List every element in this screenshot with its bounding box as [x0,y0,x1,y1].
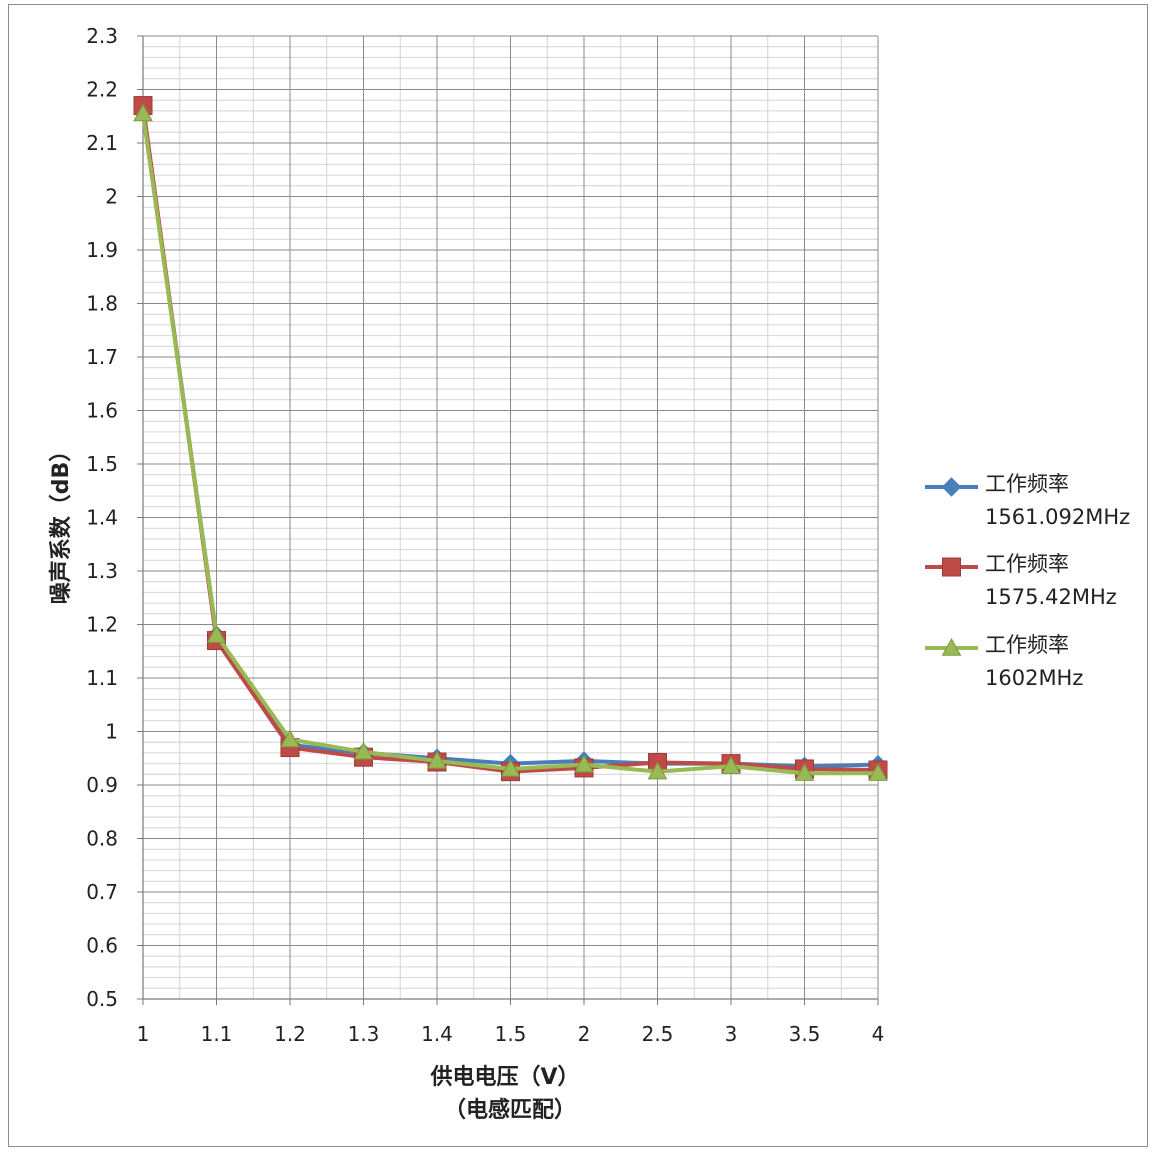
legend-label-line2: 1575.42MHz [985,585,1117,609]
x-tick-label: 1.1 [201,1022,233,1046]
y-tick-label: 0.5 [86,987,118,1011]
triangle-marker [427,750,447,769]
legend: 工作频率 1561.092MHz 工作频率 1575.42MHz 工作频率 1602MHz [925,472,1130,690]
y-axis-tick-labels: 0.5 0.6 0.7 0.8 0.9 1 1.1 1.2 1.3 1.4 1.5 1.6 1.7 1.8… [86,24,118,1011]
data-series [133,96,888,782]
x-tick-label: 4 [872,1022,885,1046]
legend-label-line1: 工作频率 [985,633,1069,657]
legend-entry-3: 工作频率 1602MHz [925,633,1083,690]
triangle-marker [941,637,962,656]
y-tick-label: 1.8 [86,292,118,316]
y-tick-label: 2.3 [86,24,118,48]
legend-label-line2: 1602MHz [985,666,1083,690]
triangle-marker [133,103,153,122]
y-tick-label: 2 [105,185,118,209]
diamond-marker [941,477,962,497]
triangle-marker [721,756,741,774]
series-3 [133,103,888,781]
x-tick-label: 2.5 [642,1022,674,1046]
y-tick-label: 1.3 [86,559,118,583]
y-tick-label: 1.2 [86,613,118,637]
x-tick-label: 3.5 [789,1022,821,1046]
x-axis-subtitle: （电感匹配） [444,1097,576,1123]
triangle-marker [206,625,227,643]
y-tick-label: 0.8 [86,827,118,851]
y-axis-title: 噪声系数（dB） [48,440,74,605]
major-gridlines [142,35,879,1000]
triangle-marker [280,729,300,748]
axes [137,35,879,1005]
y-tick-label: 1.5 [86,452,118,476]
triangle-marker [647,761,668,780]
legend-entry-1: 工作频率 1561.092MHz [925,472,1130,529]
y-tick-label: 1.1 [86,666,118,690]
legend-label-line2: 1561.092MHz [985,505,1130,529]
y-tick-label: 1.4 [86,506,118,530]
y-tick-label: 0.9 [86,773,118,797]
x-tick-label: 1.3 [348,1022,380,1046]
triangle-marker [500,758,521,777]
legend-label-line1: 工作频率 [985,472,1069,496]
y-tick-label: 1.6 [86,399,118,423]
x-tick-label: 1.5 [495,1022,527,1046]
x-axis-title: 供电电压（V） [429,1064,579,1090]
x-tick-label: 2 [578,1022,591,1046]
x-tick-label: 1.4 [421,1022,453,1046]
legend-label-line1: 工作频率 [985,552,1069,576]
legend-entry-2: 工作频率 1575.42MHz [925,552,1117,609]
y-tick-label: 1.7 [86,345,118,369]
y-tick-label: 0.7 [86,880,118,904]
triangle-marker [574,754,594,773]
x-tick-label: 1 [137,1022,150,1046]
x-axis-tick-labels: 1 1.1 1.2 1.3 1.4 1.5 2 2.5 3 3.5 4 [137,1022,885,1046]
y-tick-label: 1.9 [86,238,118,262]
triangle-marker [353,741,374,760]
y-tick-label: 2.1 [86,131,118,155]
y-tick-label: 2.2 [86,78,118,102]
y-tick-label: 0.6 [86,934,118,958]
y-tick-label: 1 [105,720,118,744]
square-marker [942,557,961,577]
triangle-marker [794,763,815,781]
x-tick-label: 1.2 [274,1022,306,1046]
triangle-marker [868,763,888,781]
x-tick-label: 3 [725,1022,738,1046]
